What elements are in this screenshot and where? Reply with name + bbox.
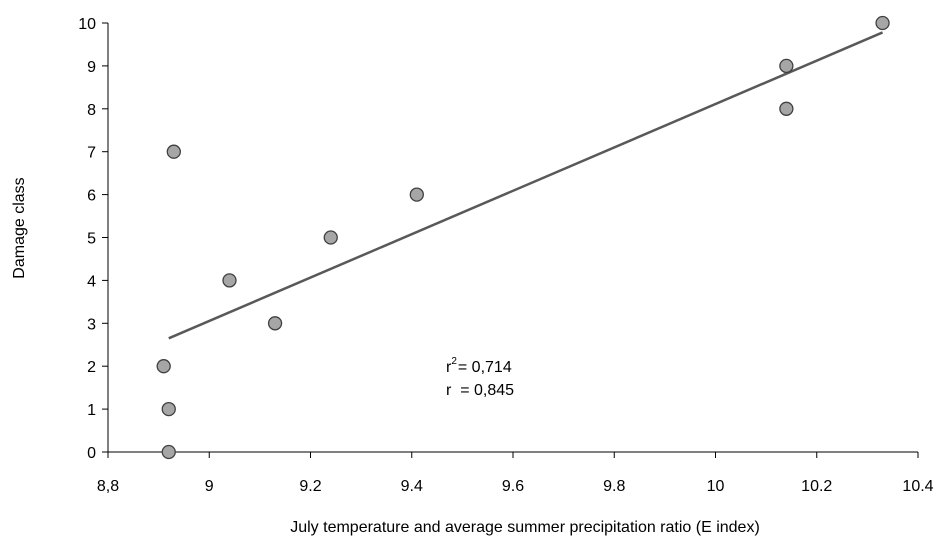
axis-labels: Damage class July temperature and averag… (11, 177, 760, 536)
data-point (779, 101, 794, 116)
r-squared-value: = 0,714 (458, 359, 512, 376)
data-points (156, 15, 890, 460)
y-tick-label: 4 (87, 273, 96, 290)
y-tick-label: 1 (87, 402, 96, 419)
y-tick-label: 3 (87, 316, 96, 333)
data-point (409, 187, 424, 202)
y-tick-label: 8 (87, 102, 96, 119)
x-tick-label: 9.6 (502, 478, 524, 495)
axes: 0 1 2 3 4 5 6 7 8 9 10 8,8 9 9.2 9.4 9.6 9.8 10 10.2 10.4 (78, 16, 933, 495)
r-squared-superscript: 2 (451, 356, 457, 367)
data-point (166, 144, 181, 159)
y-tick-label: 7 (87, 145, 96, 162)
x-tick-label: 10.2 (801, 478, 832, 495)
trendline-group (168, 31, 884, 340)
data-point (323, 230, 338, 245)
x-tick-label: 9 (205, 478, 214, 495)
x-tick-label: 10 (707, 478, 725, 495)
x-tick-label: 8,8 (97, 478, 119, 495)
x-tick-label: 9.8 (603, 478, 625, 495)
correlation-annotation: r2= 0,714 r = 0,845 (446, 356, 514, 399)
data-point (222, 273, 237, 288)
y-tick-label: 5 (87, 231, 96, 248)
x-tick-label: 9.2 (299, 478, 321, 495)
y-tick-label: 2 (87, 359, 96, 376)
x-tick-label: 9.4 (401, 478, 423, 495)
data-point (779, 58, 794, 74)
r-label: r = 0,845 (446, 382, 514, 399)
x-tick-label: 10.4 (902, 478, 933, 495)
y-tick-label: 9 (87, 59, 96, 76)
r-squared-label: r2= 0,714 (446, 356, 512, 376)
y-axis-title: Damage class (11, 177, 28, 278)
y-tick-label: 0 (87, 445, 96, 462)
data-point (267, 316, 283, 331)
y-tick-label: 10 (78, 16, 96, 33)
data-point (161, 401, 176, 417)
y-tick-label: 6 (87, 188, 96, 205)
data-point (156, 359, 171, 374)
trendline (168, 31, 884, 340)
x-axis-title: July temperature and average summer prec… (290, 519, 760, 536)
data-point (161, 444, 176, 460)
data-point (875, 15, 890, 31)
r-squared-base: r (446, 359, 452, 376)
